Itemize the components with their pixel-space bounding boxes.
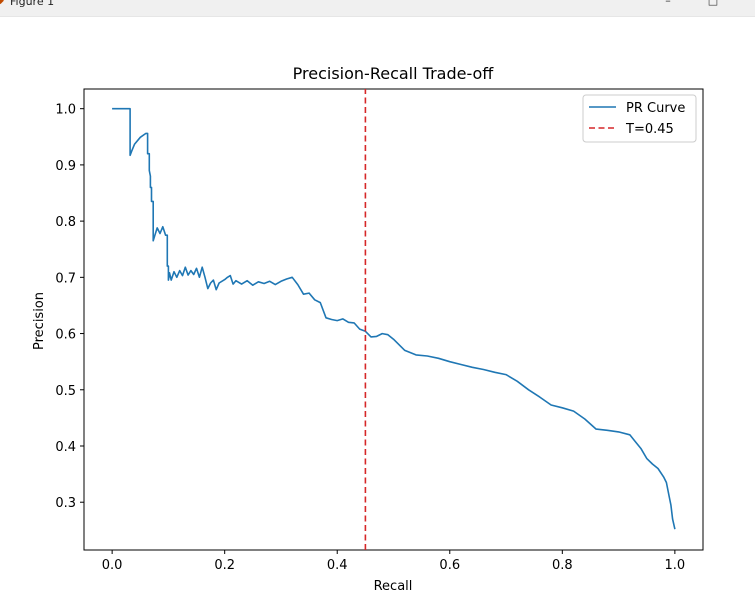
- legend-label: PR Curve: [626, 101, 685, 116]
- x-tick-label: 0.0: [102, 558, 123, 573]
- y-tick-label: 0.6: [55, 328, 76, 343]
- window-title: Figure 1: [10, 0, 55, 8]
- x-tick-label: 0.6: [439, 558, 460, 573]
- x-tick-label: 1.0: [665, 558, 686, 573]
- x-tick-label: 0.2: [214, 558, 235, 573]
- y-axis-label: Precision: [32, 292, 47, 350]
- window-titlebar: ◆ Figure 1 – □: [0, 0, 755, 17]
- minimize-button[interactable]: –: [665, 0, 671, 7]
- chart-title: Precision-Recall Trade-off: [293, 64, 495, 83]
- x-tick-label: 0.8: [552, 558, 573, 573]
- y-tick-label: 0.5: [55, 384, 76, 399]
- plot-frame: [83, 88, 704, 551]
- legend: PR Curve T=0.45: [582, 94, 697, 143]
- x-axis-label: Recall: [374, 579, 413, 594]
- y-tick-label: 0.9: [55, 159, 76, 174]
- pr-curve-line: [112, 107, 676, 530]
- y-tick-label: 0.3: [55, 496, 76, 511]
- x-tick-label: 0.4: [327, 558, 348, 573]
- y-tick-label: 0.7: [55, 271, 76, 286]
- y-tick-label: 0.4: [55, 440, 76, 455]
- legend-label: T=0.45: [625, 122, 674, 137]
- y-tick-label: 1.0: [55, 103, 76, 118]
- app-icon: ◆: [0, 0, 4, 6]
- maximize-button[interactable]: □: [707, 0, 719, 7]
- y-tick-label: 0.8: [55, 215, 76, 230]
